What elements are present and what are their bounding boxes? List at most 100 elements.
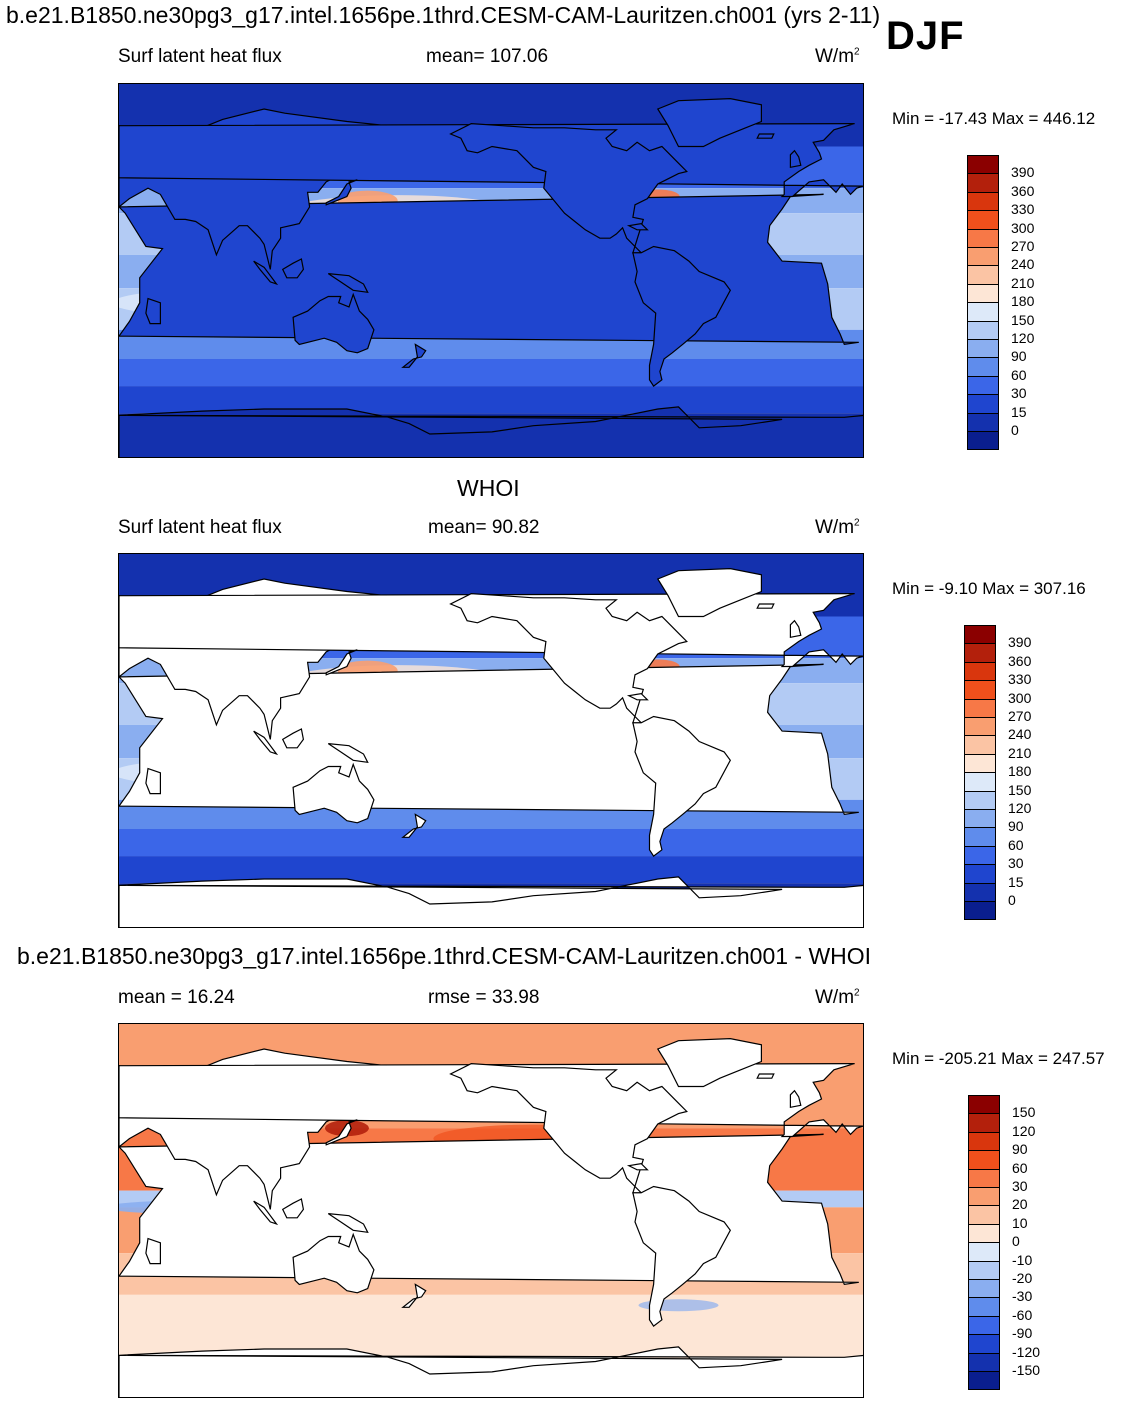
land-borneo — [281, 258, 305, 279]
land-namerica — [449, 1062, 688, 1194]
panel3-title: b.e21.B1850.ne30pg3_g17.intel.1656pe.1th… — [17, 943, 872, 969]
panel1-colorbar: 390 360 330 300 270 240 210 180 150 120 90 60 30 15 0 — [967, 155, 1057, 451]
land-sumatra — [253, 1200, 279, 1226]
colorbar-swatch — [968, 1187, 1000, 1207]
colorbar-swatch — [968, 1260, 1000, 1280]
colorbar-swatch — [967, 357, 999, 377]
land-namerica — [449, 122, 688, 254]
colorbar-swatch — [967, 412, 999, 432]
colorbar-swatch — [964, 717, 996, 737]
colorbar-tick-label: 150 — [1008, 781, 1032, 798]
colorbar-swatch — [968, 1352, 1000, 1372]
colorbar-tick-label: 15 — [1011, 403, 1027, 420]
colorbar-swatch — [967, 375, 999, 396]
land-samerica — [632, 1185, 732, 1327]
colorbar-swatch — [968, 1095, 1000, 1115]
land-australia — [292, 292, 375, 354]
panel2-mean-label: mean= 90.82 — [428, 517, 540, 538]
colorbar-tick-label: 60 — [1012, 1159, 1028, 1176]
colorbar-tick-label: 60 — [1008, 836, 1024, 853]
panel3-minmax: Min = -205.21 Max = 247.57 — [892, 1049, 1105, 1068]
land-iceland — [756, 603, 775, 609]
panel2-units-label: W/m2 — [815, 517, 860, 538]
land-madagascar — [145, 1237, 162, 1265]
land-japan — [325, 179, 358, 206]
land-cuba — [626, 1162, 649, 1171]
land-nz — [401, 1283, 427, 1308]
colorbar-tick-label: 120 — [1011, 330, 1035, 346]
land-greenland — [656, 567, 763, 618]
colorbar-tick-label: 90 — [1008, 818, 1024, 835]
colorbar-swatch — [968, 1242, 1000, 1262]
panel3-units-label: W/m2 — [815, 987, 860, 1008]
land-borneo — [281, 728, 305, 749]
land-borneo — [281, 1198, 305, 1219]
colorbar-tick-label: -90 — [1012, 1325, 1033, 1342]
land-greenland — [656, 1037, 763, 1088]
land-newguinea — [327, 743, 369, 764]
colorbar-swatch — [967, 431, 999, 451]
colorbar-swatch — [964, 643, 996, 663]
colorbar-swatch — [968, 1223, 1000, 1244]
land-iceland — [756, 133, 775, 139]
colorbar-swatch — [964, 625, 996, 645]
colorbar-swatch — [964, 661, 996, 682]
colorbar-tick-label: 90 — [1011, 348, 1027, 365]
land-japan — [325, 649, 358, 676]
colorbar-tick-label: 270 — [1008, 708, 1032, 724]
land-uk — [789, 149, 802, 169]
colorbar-tick-label: 270 — [1011, 238, 1035, 254]
colorbar-tick-label: 120 — [1012, 1122, 1036, 1139]
colorbar-tick-label: 90 — [1012, 1141, 1028, 1158]
land-cuba — [626, 692, 649, 701]
land-madagascar — [145, 767, 162, 795]
panel2-colorbar: 390 360 330 300 270 240 210 180 150 120 90 60 30 15 0 — [964, 625, 1054, 921]
colorbar-tick-label: 180 — [1011, 293, 1035, 310]
colorbar-tick-label: 0 — [1011, 422, 1019, 438]
colorbar-swatch — [968, 1168, 1000, 1188]
colorbar-swatch — [964, 845, 996, 866]
figure-title: b.e21.B1850.ne30pg3_g17.intel.1656pe.1th… — [6, 2, 881, 28]
colorbar-tick-label: -60 — [1012, 1306, 1033, 1323]
land-iceland — [756, 1073, 775, 1079]
colorbar-tick-label: 10 — [1012, 1214, 1028, 1231]
season-label: DJF — [886, 14, 965, 58]
colorbar-swatch — [964, 864, 996, 884]
colorbar-swatch — [967, 302, 999, 322]
colorbar-tick-label: 390 — [1011, 164, 1035, 181]
colorbar-swatch — [967, 320, 999, 340]
colorbar-tick-label: 30 — [1008, 855, 1024, 872]
colorbar-swatch — [967, 228, 999, 248]
colorbar-swatch — [967, 191, 999, 212]
field-band — [119, 359, 863, 387]
colorbar-swatch — [967, 339, 999, 359]
field-band — [119, 856, 863, 884]
colorbar-tick-label: 15 — [1008, 873, 1024, 890]
colorbar-swatch — [968, 1113, 1000, 1133]
colorbar-swatch — [964, 901, 996, 921]
colorbar-tick-label: 390 — [1008, 634, 1032, 651]
colorbar-swatch — [968, 1205, 1000, 1225]
colorbar-swatch — [964, 827, 996, 847]
colorbar-swatch — [967, 283, 999, 304]
map-canvas — [119, 84, 863, 457]
colorbar-swatch — [968, 1279, 1000, 1299]
colorbar-swatch — [964, 698, 996, 718]
colorbar-tick-label: 20 — [1012, 1196, 1028, 1213]
colorbar-swatch — [967, 247, 999, 267]
colorbar-tick-label: 300 — [1011, 219, 1035, 236]
colorbar-swatch — [968, 1150, 1000, 1170]
colorbar-tick-label: -30 — [1012, 1288, 1033, 1305]
colorbar-tick-label: 150 — [1011, 311, 1035, 328]
panel1-units-label: W/m2 — [815, 46, 860, 67]
panel1-minmax: Min = -17.43 Max = 446.12 — [892, 109, 1096, 128]
panel2-title: WHOI — [457, 475, 520, 501]
colorbar-swatch — [964, 735, 996, 755]
colorbar-tick-label: -10 — [1012, 1251, 1033, 1268]
colorbar-tick-label: 30 — [1012, 1178, 1028, 1194]
colorbar-swatch — [964, 680, 996, 700]
colorbar-swatch — [967, 394, 999, 414]
colorbar-swatch — [964, 809, 996, 829]
field-band — [119, 829, 863, 857]
land-uk — [789, 1089, 802, 1109]
